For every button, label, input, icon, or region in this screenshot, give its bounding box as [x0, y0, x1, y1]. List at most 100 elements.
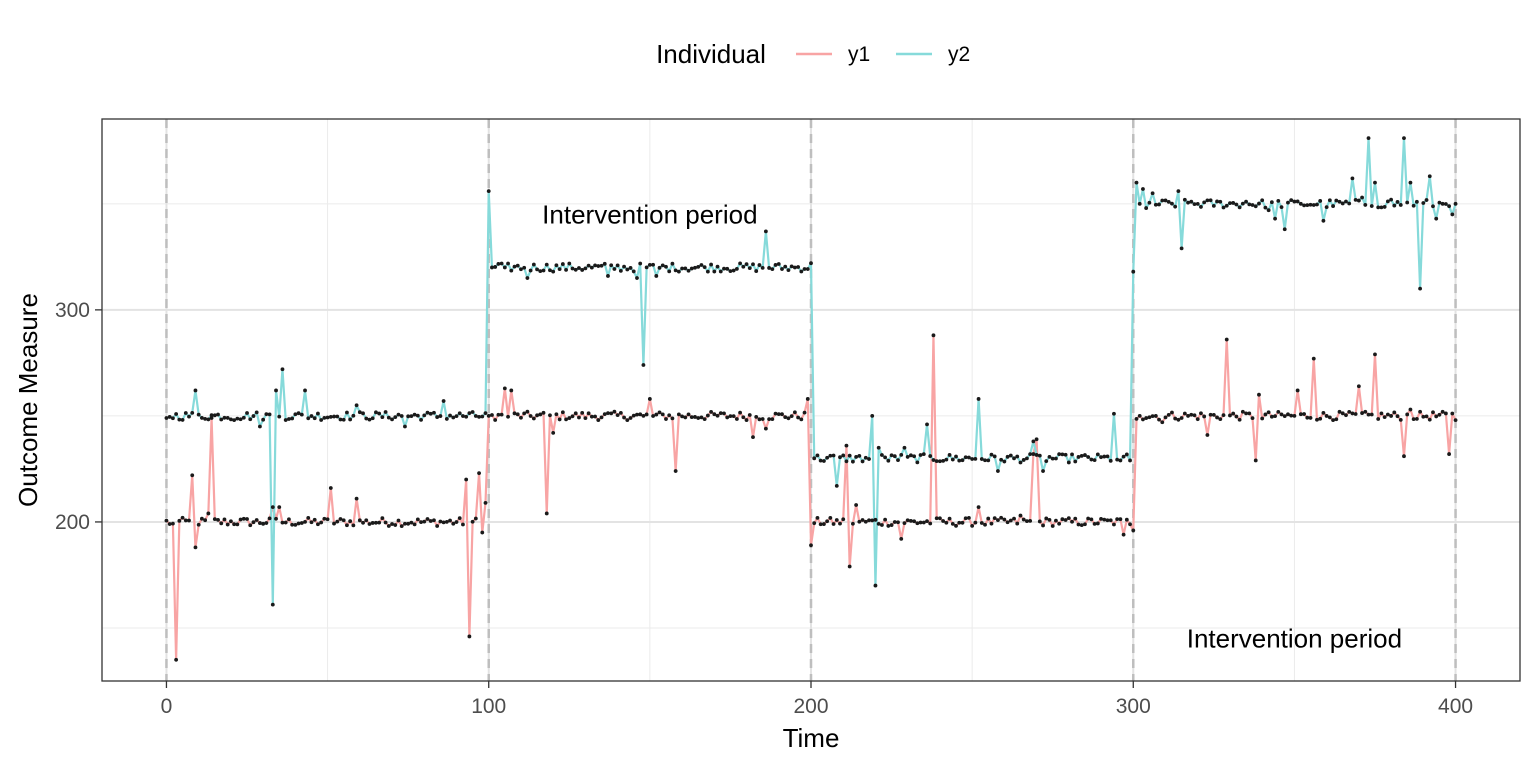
- data-point-y2: [1434, 216, 1439, 221]
- data-point-y2: [564, 267, 568, 272]
- data-point-y1: [725, 415, 730, 420]
- data-point-y2: [193, 388, 198, 393]
- data-point-y1: [635, 412, 639, 417]
- data-point-y2: [1008, 453, 1013, 458]
- data-point-y2: [548, 268, 552, 273]
- data-point-y1: [1443, 411, 1448, 416]
- data-point-y1: [647, 397, 652, 401]
- data-point-y1: [386, 524, 391, 528]
- data-point-y1: [1218, 417, 1223, 422]
- data-point-y2: [409, 414, 414, 419]
- data-point-y2: [1025, 456, 1029, 461]
- data-point-y1: [444, 519, 449, 524]
- data-point-y1: [738, 410, 742, 415]
- data-point-y2: [1118, 458, 1123, 463]
- data-point-y2: [673, 268, 678, 273]
- data-point-y2: [1298, 201, 1303, 206]
- data-point-y1: [773, 411, 778, 416]
- data-point-y2: [196, 412, 201, 417]
- data-point-y1: [270, 505, 275, 509]
- data-point-y1: [1060, 517, 1065, 522]
- data-point-y2: [1105, 454, 1110, 459]
- data-point-y2: [986, 458, 991, 463]
- data-point-y2: [1073, 459, 1078, 464]
- data-point-y2: [238, 417, 243, 422]
- data-point-y1: [860, 518, 865, 522]
- data-point-y1: [470, 519, 475, 524]
- data-point-y2: [470, 410, 475, 414]
- data-point-y2: [461, 414, 465, 418]
- data-point-y1: [644, 412, 649, 417]
- data-point-y1: [303, 520, 307, 524]
- data-point-y2: [370, 416, 375, 421]
- data-point-y2: [1427, 174, 1432, 179]
- series-points-y1: [164, 333, 1458, 662]
- data-point-y2: [586, 263, 591, 268]
- data-point-y2: [380, 415, 385, 420]
- data-point-y1: [383, 520, 388, 525]
- data-point-y2: [1305, 203, 1310, 208]
- data-point-y2: [348, 417, 353, 422]
- data-point-y1: [1385, 412, 1390, 417]
- data-point-y1: [264, 521, 269, 525]
- data-point-y1: [183, 518, 188, 523]
- data-point-y2: [1115, 457, 1120, 462]
- data-point-y1: [1344, 413, 1348, 418]
- data-point-y2: [277, 414, 282, 419]
- data-point-y1: [825, 519, 830, 524]
- data-point-y2: [1376, 205, 1381, 210]
- data-point-y2: [728, 269, 733, 273]
- data-point-y1: [1276, 410, 1281, 414]
- data-point-y1: [1263, 412, 1268, 417]
- data-point-y2: [287, 417, 291, 421]
- legend-label-y1: y1: [848, 43, 870, 66]
- data-point-y2: [705, 269, 710, 274]
- data-point-y2: [609, 263, 614, 268]
- data-point-y2: [970, 457, 975, 461]
- data-point-y2: [905, 455, 910, 459]
- data-point-y1: [802, 410, 807, 415]
- data-point-y1: [1134, 416, 1139, 421]
- data-point-y1: [1408, 407, 1413, 412]
- data-point-y1: [751, 435, 755, 440]
- data-point-y1: [1411, 417, 1416, 422]
- data-point-y2: [809, 261, 813, 266]
- data-point-y2: [796, 265, 801, 269]
- data-point-y1: [531, 416, 536, 421]
- data-point-y2: [1208, 198, 1213, 203]
- data-point-y2: [1273, 216, 1277, 221]
- data-point-y1: [1215, 415, 1219, 420]
- data-point-y2: [709, 262, 713, 267]
- data-point-y1: [722, 411, 726, 416]
- data-point-y1: [409, 520, 414, 525]
- data-point-y2: [1012, 456, 1016, 461]
- data-point-y2: [1047, 454, 1052, 459]
- data-point-y1: [1018, 513, 1023, 518]
- data-point-y2: [870, 414, 875, 418]
- data-point-y1: [686, 412, 691, 417]
- data-point-y2: [693, 265, 697, 270]
- data-point-y1: [641, 414, 646, 418]
- data-point-y1: [338, 517, 343, 521]
- data-point-y2: [570, 266, 575, 271]
- data-point-y1: [796, 415, 801, 420]
- data-point-y2: [1157, 202, 1161, 207]
- data-point-y2: [886, 458, 891, 463]
- data-point-y1: [245, 517, 249, 521]
- data-point-y2: [622, 264, 626, 269]
- data-point-y2: [767, 266, 771, 270]
- data-point-y2: [1057, 452, 1062, 457]
- data-point-y2: [1385, 199, 1390, 204]
- data-point-y2: [467, 411, 472, 416]
- data-point-y1: [287, 517, 291, 522]
- data-point-y1: [1266, 410, 1271, 415]
- data-point-y2: [386, 415, 391, 420]
- data-point-y1: [1099, 517, 1103, 521]
- data-point-y1: [238, 517, 243, 522]
- data-point-y1: [1005, 520, 1010, 525]
- data-point-y2: [999, 457, 1004, 462]
- data-point-y2: [1447, 204, 1451, 209]
- data-point-y2: [934, 459, 939, 464]
- data-point-y1: [702, 417, 707, 422]
- data-point-y1: [1079, 523, 1084, 528]
